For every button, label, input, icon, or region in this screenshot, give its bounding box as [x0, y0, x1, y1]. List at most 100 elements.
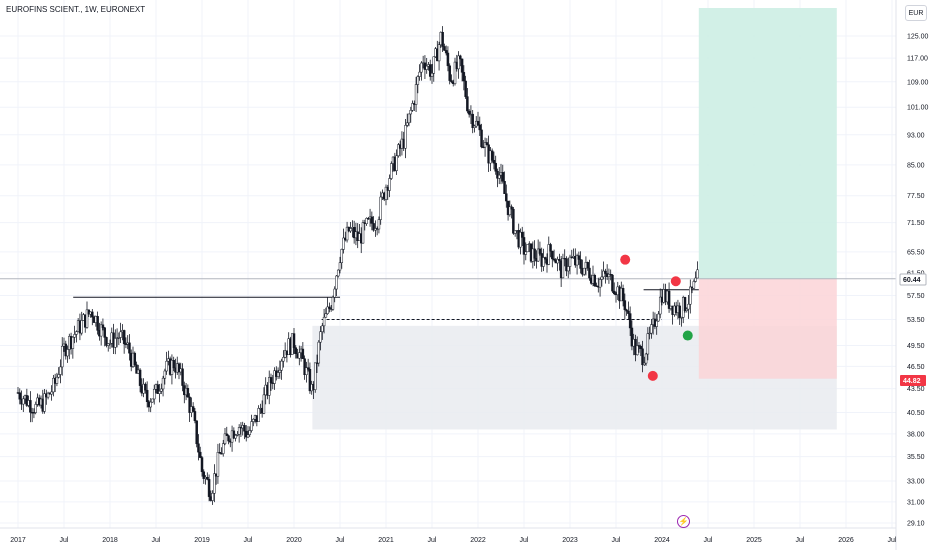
candle-body	[623, 300, 627, 311]
red-marker	[620, 254, 631, 265]
candle-body	[278, 369, 282, 373]
candle-body	[473, 125, 476, 128]
candle-body	[234, 435, 237, 439]
candle-body	[60, 346, 64, 368]
y-axis: 125.00 117.00 109.00 101.00 93.00 85.00 77.50 7…	[895, 0, 929, 550]
candle-body	[667, 290, 671, 309]
candle-body	[533, 248, 536, 259]
chart-lines	[0, 278, 896, 321]
candle-body	[91, 311, 94, 318]
candle-body	[306, 367, 310, 370]
candle-body	[161, 377, 165, 390]
candle-body	[138, 369, 142, 386]
candle-body	[236, 434, 239, 436]
candle-body	[216, 452, 220, 477]
candle-body	[319, 331, 322, 343]
current-price-label: 60.44	[903, 277, 921, 284]
candle-body	[480, 129, 483, 148]
candle-body	[197, 443, 200, 453]
candle-body	[490, 150, 494, 161]
candle-body	[29, 400, 32, 413]
candle-body	[503, 181, 506, 194]
x-tick-label: Jul	[244, 537, 253, 544]
candle-body	[577, 255, 581, 260]
candle-body	[273, 370, 276, 384]
candle-body	[593, 274, 597, 287]
x-tick-label: 2024	[654, 537, 670, 544]
y-tick-label: 53.50	[907, 317, 925, 324]
candle-body	[133, 352, 137, 366]
y-tick-label: 40.50	[907, 410, 925, 417]
candle-body	[602, 270, 605, 278]
candle-body	[165, 360, 168, 372]
candle-body	[338, 262, 342, 271]
candle-body	[637, 345, 641, 347]
candle-body	[163, 370, 167, 379]
candle-body	[276, 372, 280, 377]
candle-body	[536, 248, 540, 262]
candle-body	[50, 391, 53, 395]
candle-body	[57, 374, 60, 378]
candle-body	[243, 425, 246, 432]
candle-body	[694, 277, 697, 282]
candle-body	[177, 363, 181, 373]
lightning-icon[interactable]: ⚡	[677, 515, 690, 528]
x-axis: 2017 Jul 2018 Jul 2019 Jul 2020 Jul 2021 Jul 2022 J…	[0, 527, 897, 544]
candle-body	[267, 377, 271, 396]
candle-body	[106, 343, 110, 346]
x-tick-label: Jul	[704, 537, 713, 544]
x-tick-label: 2019	[194, 537, 210, 544]
candle-body	[160, 388, 163, 392]
candle-body	[331, 297, 335, 310]
candle-body	[611, 274, 614, 292]
candle-body	[561, 258, 565, 279]
candle-body	[453, 61, 457, 84]
candle-body	[448, 65, 451, 81]
candle-body	[648, 332, 651, 335]
candle-body	[223, 433, 227, 444]
stop-zone	[698, 278, 837, 379]
candle-body	[122, 330, 126, 345]
candle-body	[404, 125, 407, 149]
candle-body	[538, 248, 542, 254]
y-tick-label: 93.00	[907, 132, 925, 139]
currency-button[interactable]: EUR	[905, 5, 927, 21]
y-tick-label: 109.00	[907, 79, 929, 86]
red-marker	[647, 370, 658, 381]
candle-body	[390, 163, 393, 179]
candle-body	[149, 401, 152, 408]
candle-body	[361, 222, 365, 244]
x-tick-label: 2017	[10, 537, 26, 544]
candle-body	[639, 346, 643, 350]
candle-body	[340, 249, 344, 263]
candle-body	[158, 391, 161, 394]
candle-body	[59, 366, 62, 375]
candle-body	[384, 186, 388, 200]
candle-body	[556, 259, 559, 264]
candle-body	[244, 430, 248, 438]
candle-body	[418, 71, 421, 77]
candle-body	[232, 430, 236, 439]
x-tick-label: Jul	[60, 537, 69, 544]
candle-body	[292, 333, 296, 348]
candle-body	[345, 226, 349, 241]
candle-body	[512, 208, 515, 234]
candle-body	[625, 309, 628, 312]
candle-body	[301, 348, 305, 359]
candle-body	[444, 50, 448, 54]
x-tick-label: 2021	[378, 537, 394, 544]
candle-body	[443, 46, 446, 51]
x-tick-label: Jul	[152, 537, 161, 544]
candle-body	[508, 206, 512, 216]
candle-body	[336, 269, 340, 277]
candle-body	[655, 320, 658, 327]
candle-body	[114, 338, 117, 348]
candle-body	[66, 349, 69, 357]
x-tick-label: Jul	[888, 537, 897, 544]
candle-body	[349, 228, 352, 232]
candle-body	[257, 408, 260, 422]
candle-body	[678, 305, 681, 318]
candle-body	[407, 113, 411, 124]
candle-body	[494, 162, 497, 172]
